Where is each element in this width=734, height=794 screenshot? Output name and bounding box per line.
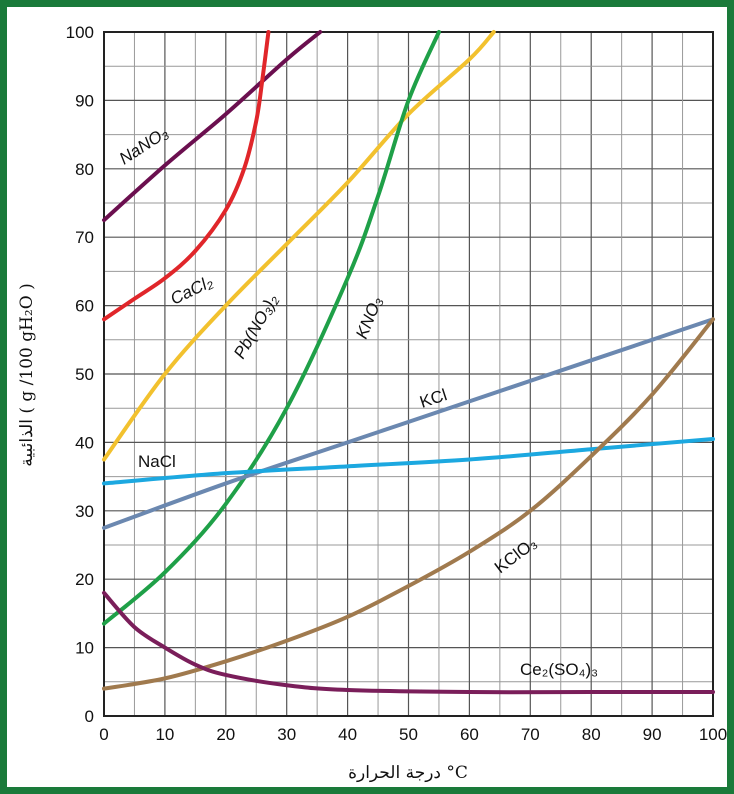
- y-tick-label: 90: [75, 91, 94, 110]
- label-kno3: KNO₃: [352, 294, 386, 342]
- x-tick-label: 90: [643, 725, 662, 744]
- x-tick-label: 0: [99, 725, 108, 744]
- label-nano3: NaNO₃: [116, 123, 172, 168]
- x-tick-label: 50: [399, 725, 418, 744]
- grid: [103, 31, 714, 717]
- series-line: [102, 436, 715, 486]
- series-line: [102, 30, 323, 223]
- y-tick-label: 20: [75, 570, 94, 589]
- y-tick-label: 80: [75, 160, 94, 179]
- y-tick-label: 40: [75, 433, 94, 452]
- plot-border: [103, 31, 714, 717]
- x-tick-label: 30: [277, 725, 296, 744]
- y-tick-label: 30: [75, 502, 94, 521]
- x-tick-label: 80: [582, 725, 601, 744]
- x-axis-title: درجة الحرارة °C: [348, 763, 468, 783]
- series-line: [102, 30, 496, 462]
- series-line: [102, 30, 271, 322]
- tick-labels: 0 10 20 30 40 50 60 70 80 90 100 0 10 20 30 40 50 60 70 80 9…: [66, 23, 728, 744]
- x-tick-label: 40: [338, 725, 357, 744]
- y-tick-label: 0: [85, 707, 94, 726]
- label-cacl2: CaCl₂: [167, 272, 216, 309]
- y-tick-label: 10: [75, 639, 94, 658]
- series-line: [102, 317, 715, 691]
- y-tick-label: 60: [75, 297, 94, 316]
- series-lines: [102, 30, 715, 695]
- y-axis-title: الذائبية ( g /100 gH₂O ): [17, 283, 37, 466]
- y-tick-label: 70: [75, 228, 94, 247]
- series-line: [102, 317, 715, 530]
- series-line: [102, 30, 441, 626]
- label-nacl: NaCl: [138, 452, 176, 471]
- x-tick-label: 20: [216, 725, 235, 744]
- x-tick-label: 10: [155, 725, 174, 744]
- x-tick-label: 60: [460, 725, 479, 744]
- series-line: [102, 590, 715, 695]
- x-tick-label: 70: [521, 725, 540, 744]
- x-tick-label: 100: [699, 725, 727, 744]
- label-kclo3: KClO₃: [491, 533, 540, 577]
- label-ce2so43: Ce₂(SO₄)₃: [520, 660, 598, 679]
- y-tick-label: 100: [66, 23, 94, 42]
- y-tick-label: 50: [75, 365, 94, 384]
